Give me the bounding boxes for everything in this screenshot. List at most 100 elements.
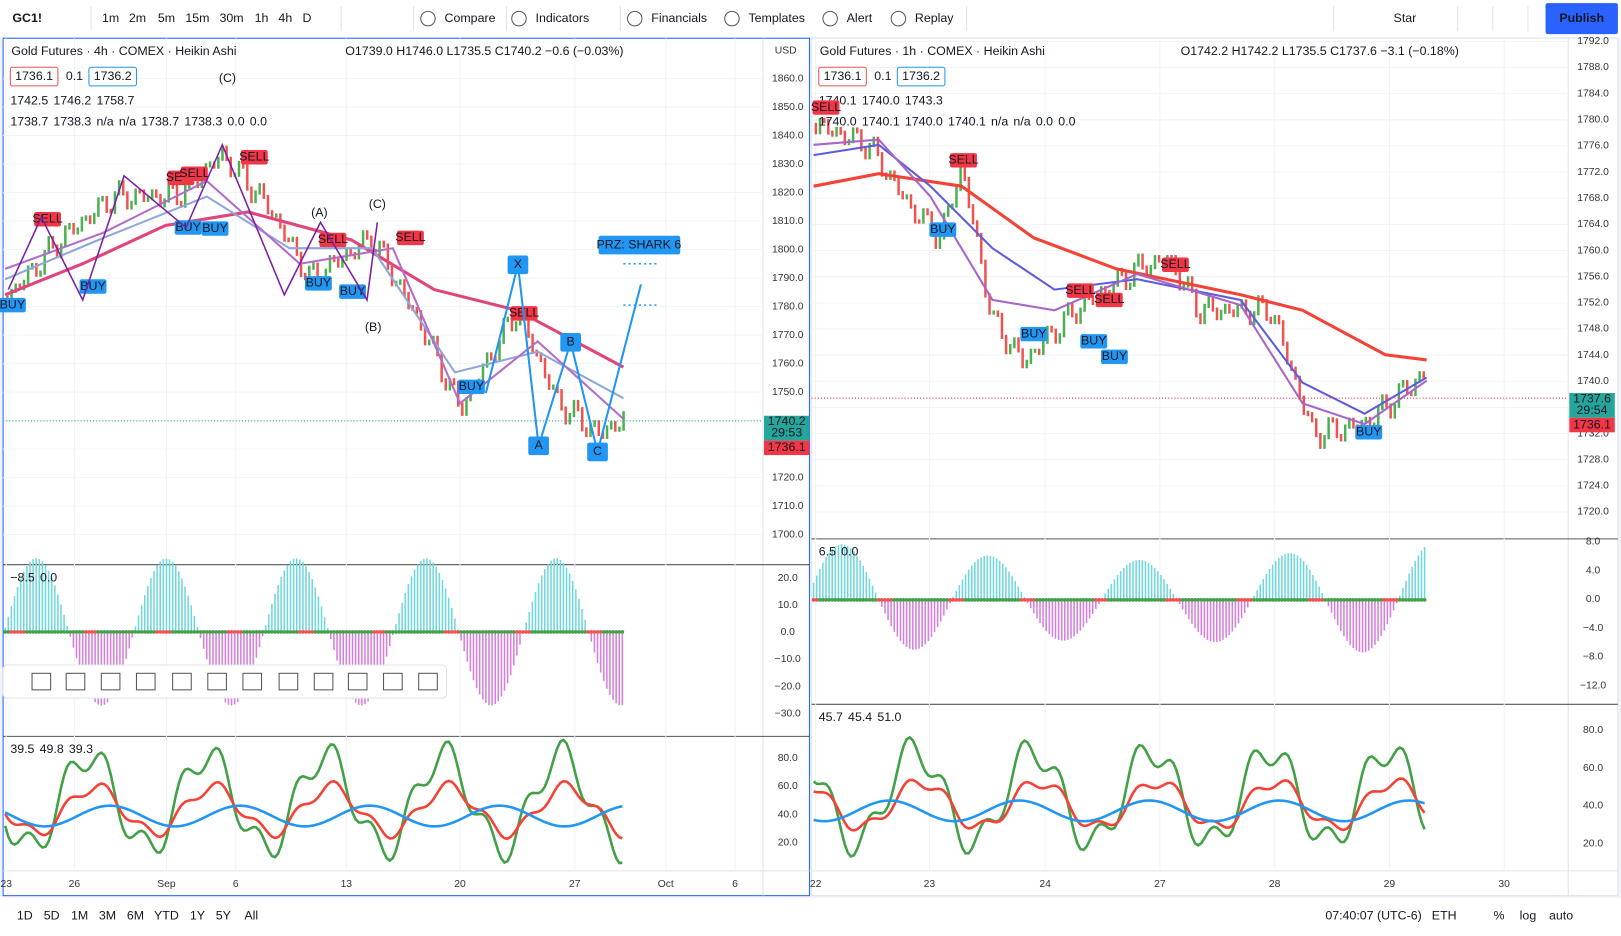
auto[interactable]: auto	[1549, 909, 1573, 923]
time-axis-label: 23	[0, 879, 12, 890]
zero-dot	[347, 630, 352, 634]
zero-dot	[319, 630, 324, 634]
zero-dot	[142, 630, 147, 634]
publish-button[interactable]	[1545, 3, 1618, 35]
range[interactable]: 5D	[44, 909, 60, 923]
osc-axis-label: 80.0	[778, 753, 798, 764]
tool-icon[interactable]	[100, 672, 121, 691]
candle	[1401, 379, 1405, 388]
zero-dot	[214, 630, 218, 634]
pattern-label: A	[534, 438, 543, 452]
currency: USD	[775, 45, 797, 56]
zero-dot	[864, 598, 869, 602]
interval[interactable]: 5m	[158, 11, 175, 25]
zero-dot	[443, 630, 448, 634]
range[interactable]: 3M	[99, 909, 116, 923]
tool-icon[interactable]	[383, 672, 403, 691]
tool-icon[interactable]	[278, 672, 299, 691]
range[interactable]: All	[244, 909, 258, 923]
candle	[1418, 371, 1421, 383]
zero-dot	[969, 598, 974, 602]
candle	[1116, 267, 1119, 287]
tool-icon[interactable]	[347, 672, 368, 691]
range[interactable]: 6M	[127, 909, 144, 923]
toolbar-button[interactable]: Financials	[651, 11, 707, 25]
session[interactable]: ETH	[1432, 909, 1457, 923]
tool-icon[interactable]	[313, 672, 334, 691]
tool-icon[interactable]	[135, 672, 156, 691]
symbol[interactable]: GC1!	[12, 11, 42, 25]
zero-dot	[1199, 598, 1204, 602]
price-axis-label: 1750.0	[772, 387, 804, 398]
tool-icon[interactable]	[242, 672, 263, 691]
toolbar-button[interactable]: Alert	[847, 11, 873, 25]
candle	[35, 262, 38, 277]
interval[interactable]: 15m	[185, 11, 209, 25]
toolbar-button[interactable]: Indicators	[536, 11, 590, 25]
zero-dot	[546, 630, 550, 634]
range[interactable]: 1M	[71, 909, 88, 923]
range[interactable]: 5Y	[216, 909, 231, 923]
zero-dot	[421, 630, 426, 634]
price-axis-label: 1770.0	[772, 330, 804, 341]
zero-dot	[1128, 598, 1132, 602]
indicator-line	[4, 179, 625, 420]
zero-dot	[279, 630, 284, 634]
zero-dot	[1013, 598, 1018, 602]
interval[interactable]: 4h	[278, 11, 292, 25]
candle	[179, 201, 183, 208]
macd-axis-label: −4.0	[1583, 623, 1604, 634]
tool-icon[interactable]	[418, 672, 438, 691]
percent[interactable]: %	[1493, 909, 1504, 923]
toolbar-button[interactable]: Replay	[915, 11, 954, 25]
zero-dot	[1134, 598, 1139, 602]
zero-dot	[617, 630, 622, 634]
toolbar-button[interactable]: Templates	[748, 11, 804, 25]
candle	[196, 174, 199, 188]
zero-dot	[1112, 598, 1117, 602]
interval[interactable]: 30m	[220, 11, 244, 25]
signal-badge	[240, 149, 268, 165]
zero-dot	[102, 630, 107, 634]
zero-dot	[1345, 598, 1349, 602]
candle	[427, 339, 431, 346]
zero-dot	[176, 630, 181, 634]
log[interactable]: log	[1520, 909, 1537, 923]
publish[interactable]: Publish	[1559, 11, 1604, 25]
candle	[543, 357, 547, 379]
interval[interactable]: 2m	[129, 11, 146, 25]
candle	[184, 184, 187, 208]
zero-dot	[1342, 598, 1346, 602]
candle	[1377, 406, 1380, 427]
range[interactable]: 1D	[17, 909, 33, 923]
zero-dot	[434, 630, 439, 634]
candle	[1013, 337, 1016, 349]
indicator-line	[812, 735, 1426, 858]
interval[interactable]: D	[303, 11, 312, 25]
range[interactable]: 1Y	[190, 909, 205, 923]
tool-icon[interactable]	[172, 672, 192, 691]
star[interactable]: Star	[1394, 11, 1417, 25]
zero-dot	[21, 630, 26, 634]
candle	[159, 193, 162, 208]
interval[interactable]: 1m	[102, 11, 119, 25]
signal-badge	[1095, 292, 1123, 308]
interval[interactable]: 1h	[255, 11, 269, 25]
candle	[93, 212, 96, 225]
zero-dot	[1366, 598, 1371, 602]
range[interactable]: YTD	[154, 909, 179, 923]
price-axis-label: 1752.0	[1577, 298, 1609, 309]
zero-dot	[1242, 598, 1247, 602]
zero-dot	[468, 630, 473, 634]
wave-label: (C)	[369, 197, 386, 211]
toolbar-button[interactable]: Compare	[445, 11, 496, 25]
tool-icon[interactable]	[207, 672, 227, 691]
candle	[287, 237, 290, 243]
zero-dot	[1335, 598, 1340, 602]
zero-dot	[1196, 598, 1201, 602]
tool-icon[interactable]	[31, 672, 52, 691]
candle	[498, 339, 501, 363]
zero-dot	[1326, 598, 1331, 602]
tool-icon[interactable]	[65, 672, 86, 691]
zero-dot	[966, 598, 971, 602]
